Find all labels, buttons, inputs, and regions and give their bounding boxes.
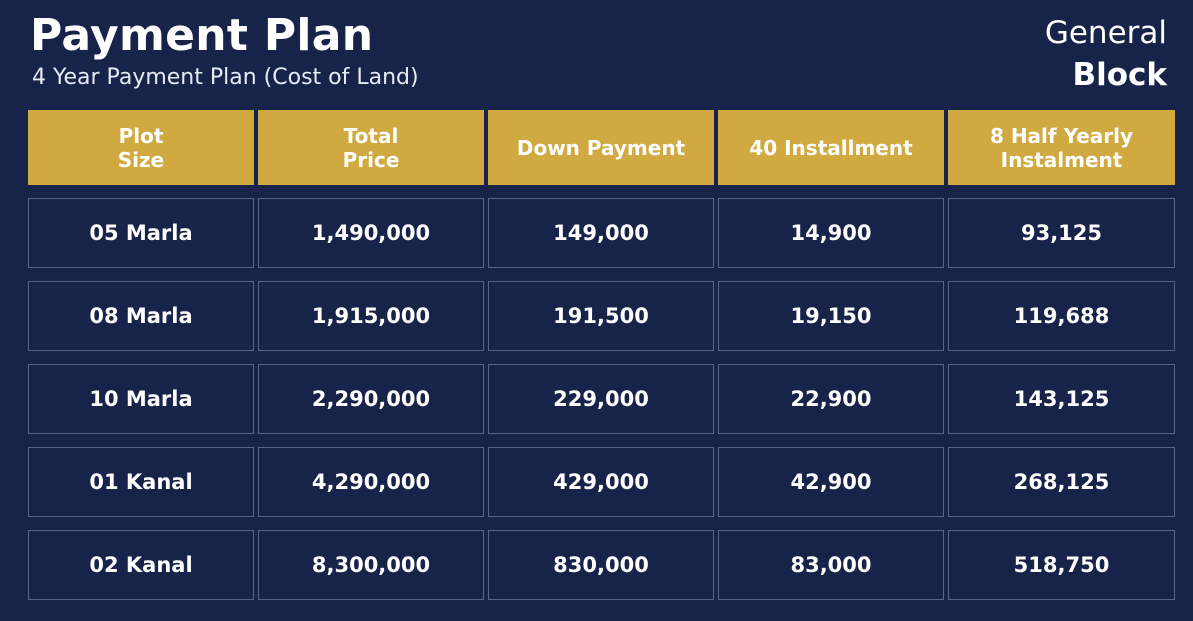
table-cell-total-price: 4,290,000 bbox=[258, 447, 484, 517]
column-header-label: Plot Size bbox=[117, 123, 165, 172]
table-cell-half-yearly: 93,125 bbox=[948, 198, 1175, 268]
payment-plan-table: Plot Size Total Price Down Payment 40 In… bbox=[28, 110, 1175, 600]
page-subtitle: 4 Year Payment Plan (Cost of Land) bbox=[32, 65, 419, 90]
table-cell-installment: 42,900 bbox=[718, 447, 944, 517]
table-cell-down-payment: 149,000 bbox=[488, 198, 714, 268]
block-label-general: General bbox=[1044, 15, 1167, 51]
column-header-label: 40 Installment bbox=[749, 135, 913, 160]
table-cell-total-price: 8,300,000 bbox=[258, 530, 484, 600]
table-cell-installment: 19,150 bbox=[718, 281, 944, 351]
table-cell-total-price: 2,290,000 bbox=[258, 364, 484, 434]
column-header-label: 8 Half Yearly Instalment bbox=[989, 123, 1134, 172]
table-cell-plot-size: 02 Kanal bbox=[28, 530, 254, 600]
table-cell-installment: 14,900 bbox=[718, 198, 944, 268]
table-cell-half-yearly: 268,125 bbox=[948, 447, 1175, 517]
table-cell-plot-size: 08 Marla bbox=[28, 281, 254, 351]
page-title: Payment Plan bbox=[30, 10, 374, 61]
table-cell-half-yearly: 518,750 bbox=[948, 530, 1175, 600]
table-cell-half-yearly: 143,125 bbox=[948, 364, 1175, 434]
table-cell-plot-size: 01 Kanal bbox=[28, 447, 254, 517]
table-cell-installment: 83,000 bbox=[718, 530, 944, 600]
table-cell-down-payment: 229,000 bbox=[488, 364, 714, 434]
table-cell-installment: 22,900 bbox=[718, 364, 944, 434]
column-header-down-payment: Down Payment bbox=[488, 110, 714, 185]
table-cell-plot-size: 10 Marla bbox=[28, 364, 254, 434]
column-header-label: Down Payment bbox=[516, 135, 686, 160]
column-header-total-price: Total Price bbox=[258, 110, 484, 185]
table-cell-down-payment: 191,500 bbox=[488, 281, 714, 351]
column-header-label: Total Price bbox=[342, 123, 400, 172]
table-cell-down-payment: 429,000 bbox=[488, 447, 714, 517]
table-cell-total-price: 1,915,000 bbox=[258, 281, 484, 351]
column-header-40-installment: 40 Installment bbox=[718, 110, 944, 185]
column-header-plot-size: Plot Size bbox=[28, 110, 254, 185]
table-cell-plot-size: 05 Marla bbox=[28, 198, 254, 268]
block-label-block: Block bbox=[1072, 57, 1167, 93]
table-cell-down-payment: 830,000 bbox=[488, 530, 714, 600]
column-header-8-half-yearly: 8 Half Yearly Instalment bbox=[948, 110, 1175, 185]
table-cell-total-price: 1,490,000 bbox=[258, 198, 484, 268]
table-cell-half-yearly: 119,688 bbox=[948, 281, 1175, 351]
